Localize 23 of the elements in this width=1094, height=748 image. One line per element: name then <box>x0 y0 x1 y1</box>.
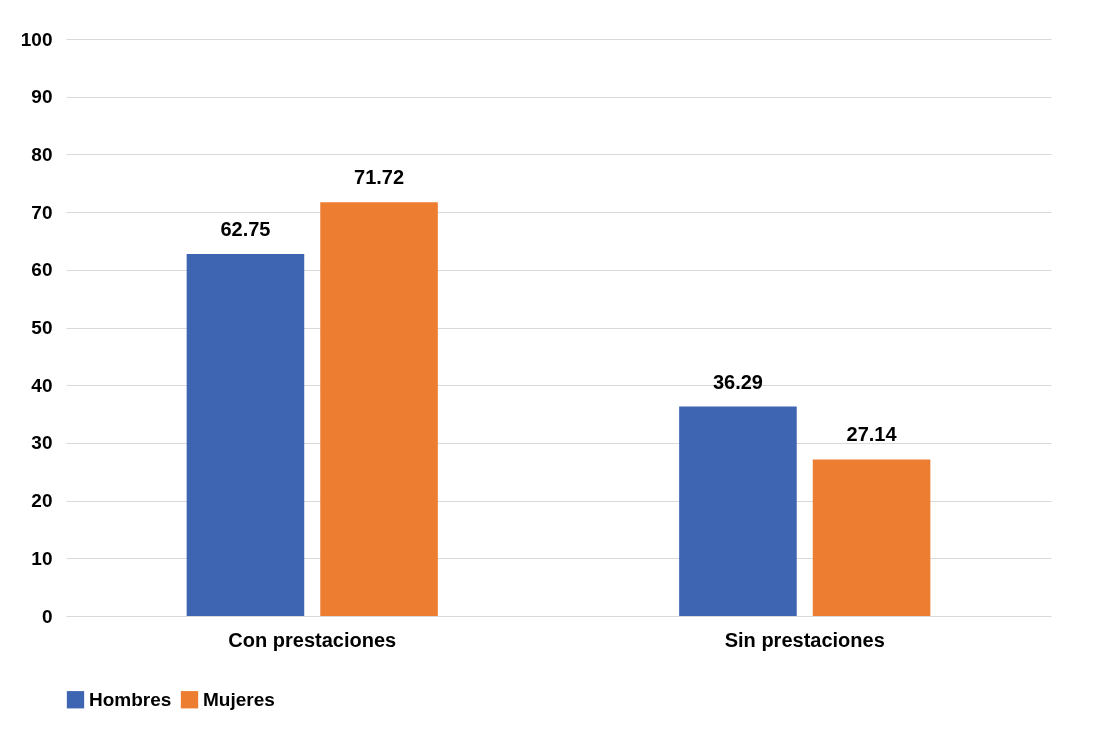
bar <box>679 406 797 616</box>
x-tick-label: Sin prestaciones <box>724 628 885 651</box>
bar <box>812 459 931 616</box>
y-tick-label: 60 <box>31 259 53 281</box>
legend-label: Hombres <box>89 688 172 710</box>
y-tick-label: 40 <box>31 374 53 396</box>
y-tick-label: 20 <box>31 490 53 512</box>
bar <box>320 202 438 616</box>
y-tick-label: 10 <box>31 547 53 569</box>
data-label: 36.29 <box>712 370 763 393</box>
data-label: 62.75 <box>220 217 271 240</box>
bar <box>186 253 305 616</box>
y-tick-label: 50 <box>31 317 53 338</box>
data-label: 27.14 <box>846 423 898 446</box>
y-tick-label: 100 <box>20 28 53 50</box>
data-label: 71.72 <box>354 166 405 189</box>
y-tick-label: 80 <box>31 143 53 165</box>
y-tick-label: 30 <box>31 432 53 454</box>
y-tick-label: 70 <box>31 201 53 223</box>
y-tick-label: 90 <box>31 86 53 108</box>
y-tick-label: 0 <box>41 605 53 627</box>
x-tick-label: Con prestaciones <box>228 628 397 651</box>
legend-label: Mujeres <box>203 688 275 710</box>
